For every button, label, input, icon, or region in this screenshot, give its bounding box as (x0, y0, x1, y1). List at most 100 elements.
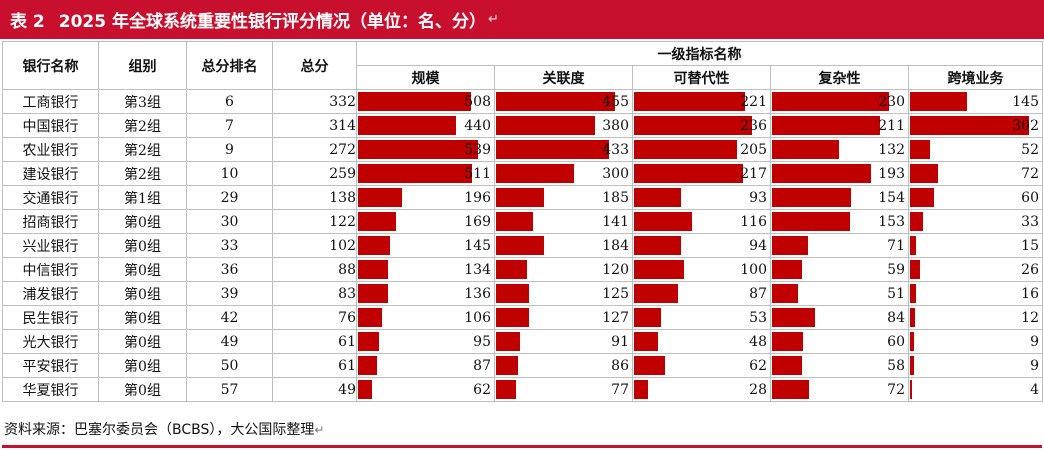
indicator-cell: 230 (770, 89, 909, 114)
indicator-cell: 106 (356, 305, 495, 330)
indicator-cell: 184 (494, 233, 633, 258)
indicator-value: 440 (464, 117, 491, 134)
indicator-cell: 145 (908, 89, 1043, 114)
indicator-value: 508 (464, 93, 491, 110)
rank-cell: 49 (186, 329, 273, 354)
bank-name-cell: 工商银行 (2, 89, 99, 114)
rank-cell: 30 (186, 209, 273, 234)
data-bar (358, 332, 379, 351)
indicator-value: 100 (740, 261, 767, 278)
indicator-cell: 71 (770, 233, 909, 258)
indicator-cell: 511 (356, 161, 495, 186)
indicator-cell: 95 (356, 329, 495, 354)
indicator-value: 28 (749, 381, 767, 398)
data-bar (496, 356, 518, 375)
data-bar (910, 260, 920, 279)
indicator-value: 169 (464, 213, 491, 230)
table-title: 表 2 2025 年全球系统重要性银行评分情况（单位：名、分） ↵ (0, 0, 1044, 39)
data-bar (358, 164, 472, 183)
rank-cell: 36 (186, 257, 273, 282)
indicator-value: 9 (1030, 333, 1039, 350)
indicator-value: 511 (464, 165, 491, 182)
total-score-cell: 83 (272, 281, 357, 306)
indicator-value: 154 (878, 189, 905, 206)
indicator-value: 120 (602, 261, 629, 278)
indicator-cell: 16 (908, 281, 1043, 306)
indicator-cell: 87 (356, 353, 495, 378)
indicator-value: 86 (611, 357, 629, 374)
indicator-value: 12 (1021, 309, 1039, 326)
rank-cell: 42 (186, 305, 273, 330)
data-bar (772, 308, 815, 327)
indicator-value: 58 (887, 357, 905, 374)
data-bar (496, 284, 529, 303)
rank-cell: 6 (186, 89, 273, 114)
indicator-cell: 211 (770, 113, 909, 138)
data-bar (772, 140, 839, 159)
header-indicator-group: 一级指标名称 (356, 41, 1043, 66)
data-bar (772, 188, 851, 207)
table-row: 交通银行 第1组 29 138 196 185 93 154 60 (2, 185, 1043, 210)
data-bar (358, 308, 382, 327)
indicator-cell: 60 (770, 329, 909, 354)
indicator-cell: 9 (908, 329, 1043, 354)
indicator-cell: 132 (770, 137, 909, 162)
indicator-value: 87 (473, 357, 491, 374)
table-row: 招商银行 第0组 30 122 169 141 116 153 33 (2, 209, 1043, 234)
indicator-value: 193 (878, 165, 905, 182)
indicator-value: 62 (749, 357, 767, 374)
indicator-cell: 12 (908, 305, 1043, 330)
total-score-cell: 61 (272, 353, 357, 378)
indicator-value: 145 (464, 237, 491, 254)
indicator-cell: 9 (908, 353, 1043, 378)
data-bar (634, 380, 648, 399)
bank-name-cell: 光大银行 (2, 329, 99, 354)
group-cell: 第0组 (98, 305, 187, 330)
total-score-cell: 102 (272, 233, 357, 258)
data-bar (910, 164, 938, 183)
table-row: 中信银行 第0组 36 88 134 120 100 59 26 (2, 257, 1043, 282)
indicator-value: 221 (740, 93, 767, 110)
data-bar (496, 92, 615, 111)
data-bar (910, 116, 1029, 135)
bank-name-cell: 浦发银行 (2, 281, 99, 306)
total-score-cell: 272 (272, 137, 357, 162)
bank-name-cell: 农业银行 (2, 137, 99, 162)
data-bar (358, 260, 388, 279)
total-score-cell: 138 (272, 185, 357, 210)
group-cell: 第2组 (98, 137, 187, 162)
data-bar (634, 212, 692, 231)
data-bar (910, 380, 912, 399)
indicator-cell: 51 (770, 281, 909, 306)
header-cross-border: 跨境业务 (908, 65, 1043, 90)
indicator-value: 455 (602, 93, 629, 110)
indicator-value: 196 (464, 189, 491, 206)
data-bar (634, 356, 665, 375)
indicator-value: 236 (740, 117, 767, 134)
indicator-cell: 508 (356, 89, 495, 114)
indicator-value: 230 (878, 93, 905, 110)
total-score-cell: 49 (272, 377, 357, 402)
indicator-value: 59 (887, 261, 905, 278)
indicator-value: 9 (1030, 357, 1039, 374)
data-bar (910, 92, 967, 111)
data-bar (496, 212, 533, 231)
indicator-cell: 100 (632, 257, 771, 282)
indicator-cell: 28 (632, 377, 771, 402)
data-bar (910, 212, 923, 231)
indicator-cell: 134 (356, 257, 495, 282)
data-bar (772, 284, 798, 303)
data-bar (358, 236, 390, 255)
indicator-value: 51 (887, 285, 905, 302)
indicator-cell: 77 (494, 377, 633, 402)
indicator-cell: 15 (908, 233, 1043, 258)
indicator-cell: 302 (908, 113, 1043, 138)
indicator-cell: 300 (494, 161, 633, 186)
data-bar (634, 92, 745, 111)
data-bar (358, 380, 372, 399)
indicator-cell: 145 (356, 233, 495, 258)
indicator-value: 95 (473, 333, 491, 350)
total-score-cell: 88 (272, 257, 357, 282)
data-bar (772, 92, 889, 111)
table-row: 光大银行 第0组 49 61 95 91 48 60 9 (2, 329, 1043, 354)
